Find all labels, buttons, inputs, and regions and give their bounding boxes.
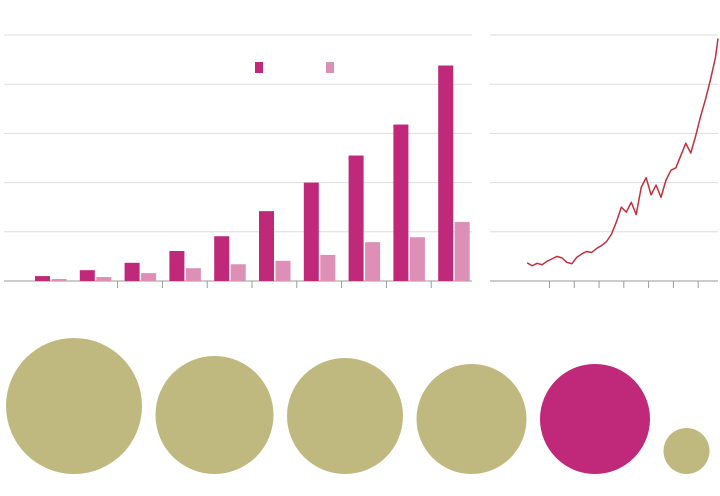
bar [51, 279, 67, 281]
bar [259, 211, 274, 281]
bar [393, 124, 409, 281]
bar [438, 65, 454, 281]
bubble [416, 364, 527, 474]
bubble [6, 338, 142, 474]
bar [320, 254, 336, 281]
bar [303, 182, 319, 281]
bar [365, 242, 381, 281]
bar [409, 237, 425, 281]
bar [96, 277, 112, 281]
bar [454, 221, 470, 281]
bar [79, 270, 95, 281]
line [526, 38, 719, 267]
bubble [540, 364, 650, 474]
bar [230, 264, 246, 281]
bubble [287, 358, 403, 474]
legend-swatch [326, 62, 334, 73]
legend-swatch [255, 62, 263, 73]
bar [185, 268, 201, 281]
bar [35, 276, 50, 281]
bar [124, 262, 140, 281]
bar [348, 155, 364, 281]
bar [141, 273, 157, 281]
bar [169, 250, 185, 281]
bar [214, 236, 230, 281]
bubble [155, 356, 274, 474]
bubble [663, 428, 710, 474]
bar [275, 260, 291, 281]
